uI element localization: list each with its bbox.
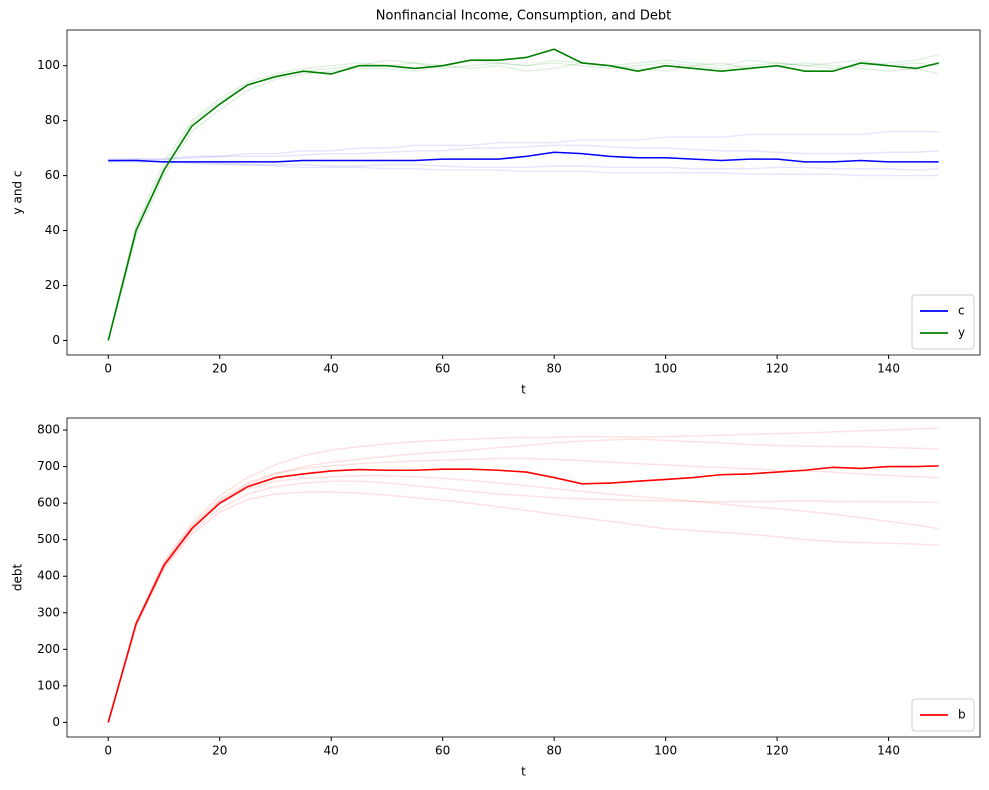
x-tick-label: 60	[435, 744, 450, 758]
simulation-line	[107, 438, 939, 723]
simulation-line	[107, 480, 939, 723]
y-tick-label: 800	[37, 423, 60, 437]
simulation-line	[107, 59, 939, 341]
x-tick-label: 120	[766, 744, 789, 758]
simulation-line	[107, 427, 939, 723]
y-tick-label: 60	[45, 168, 60, 182]
simulation-line	[108, 130, 939, 163]
x-tick-label: 0	[104, 744, 112, 758]
y-tick-label: 700	[37, 459, 60, 473]
x-axis-label: t	[521, 383, 526, 397]
plot-area	[107, 48, 939, 341]
simulation-line	[107, 62, 939, 341]
y-tick-label: 0	[52, 333, 60, 347]
y-tick-label: 80	[45, 113, 60, 127]
subplot: 0 20 40 60 80 100 120 140 0 20 40 60 80 100 Nonfinanci…	[11, 9, 981, 397]
simulation-line	[107, 475, 939, 723]
x-tick-label: 60	[435, 362, 450, 376]
x-tick-label: 100	[654, 362, 677, 376]
x-tick-label: 120	[766, 362, 789, 376]
y-tick-label: 200	[37, 642, 60, 656]
y-tick-label: 20	[45, 278, 60, 292]
series-line	[107, 465, 939, 723]
series-line	[107, 48, 939, 341]
subplot: 0 20 40 60 80 100 120 140 0 100 200 300 400 500 600 700…	[11, 417, 981, 779]
legend-label: c	[958, 304, 965, 318]
x-tick-label: 40	[324, 744, 339, 758]
y-axis-label: debt	[11, 564, 25, 592]
y-axis-label: y and c	[11, 171, 25, 215]
x-axis-label: t	[521, 765, 526, 779]
x-tick-label: 40	[324, 362, 339, 376]
x-tick-label: 140	[877, 744, 900, 758]
simulation-line	[108, 144, 939, 160]
y-tick-label: 500	[37, 532, 60, 546]
legend-label: b	[958, 708, 966, 722]
series-line	[108, 151, 939, 163]
simulation-line	[107, 457, 939, 723]
y-tick-label: 0	[52, 715, 60, 729]
x-tick-label: 140	[877, 362, 900, 376]
y-tick-label: 100	[37, 58, 60, 72]
y-tick-label: 400	[37, 569, 60, 583]
simulation-line	[107, 491, 939, 723]
x-tick-label: 100	[654, 744, 677, 758]
legend: b	[911, 698, 975, 732]
axes-frame	[66, 29, 981, 356]
y-tick-label: 100	[37, 678, 60, 692]
x-tick-label: 0	[104, 362, 112, 376]
chart-title: Nonfinancial Income, Consumption, and De…	[376, 9, 671, 24]
y-tick-label: 40	[45, 223, 60, 237]
simulation-line	[108, 161, 939, 177]
legend-box	[911, 294, 975, 350]
legend-label: y	[958, 326, 965, 340]
plot-area	[107, 427, 939, 723]
x-tick-label: 80	[547, 744, 562, 758]
x-tick-label: 20	[212, 744, 227, 758]
simulation-line	[108, 159, 939, 171]
simulation-line	[107, 54, 939, 341]
legend: cy	[911, 294, 975, 350]
y-tick-label: 300	[37, 605, 60, 619]
y-tick-label: 600	[37, 496, 60, 510]
x-tick-label: 20	[212, 362, 227, 376]
axes-frame	[66, 417, 981, 738]
x-tick-label: 80	[547, 362, 562, 376]
